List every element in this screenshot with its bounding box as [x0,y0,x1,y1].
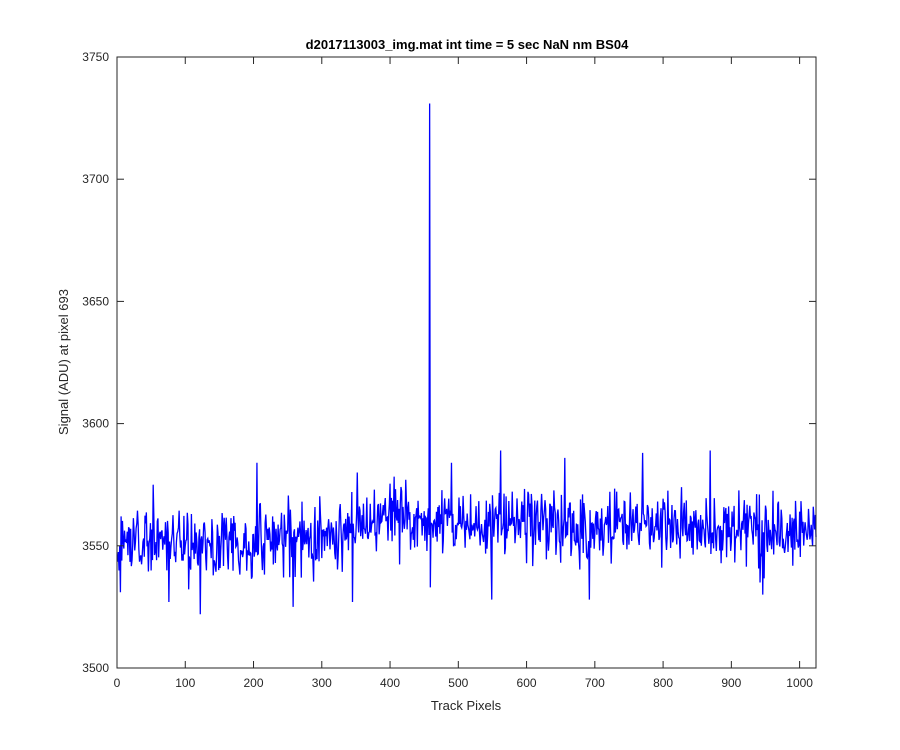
x-tick-label: 800 [653,676,673,690]
y-tick-label: 3500 [82,661,109,675]
x-tick-label: 100 [175,676,195,690]
x-tick-label: 500 [448,676,468,690]
x-tick-label: 200 [244,676,264,690]
y-tick-label: 3750 [82,50,109,64]
x-tick-label: 300 [312,676,332,690]
axes-box [116,56,817,669]
y-axis-title: Signal (ADU) at pixel 693 [56,289,71,435]
x-tick-label: 700 [585,676,605,690]
x-tick-label: 600 [517,676,537,690]
x-tick-label: 0 [114,676,121,690]
x-tick-label: 1000 [786,676,813,690]
y-axis: 3500 3550 3600 3650 3700 3750 [82,50,816,675]
x-tick-label: 900 [721,676,741,690]
series-layer [117,103,817,615]
x-axis-title: Track Pixels [431,698,502,713]
y-tick-label: 3550 [82,539,109,553]
x-axis: 0 100 200 300 400 500 600 700 800 900 1000 [114,57,813,690]
chart-title: d2017113003_img.mat int time = 5 sec NaN… [306,37,629,52]
y-tick-label: 3650 [82,294,109,308]
y-tick-label: 3700 [82,172,109,186]
x-tick-label: 400 [380,676,400,690]
series-line [117,103,817,615]
y-tick-label: 3600 [82,417,109,431]
plot-area [117,57,816,668]
